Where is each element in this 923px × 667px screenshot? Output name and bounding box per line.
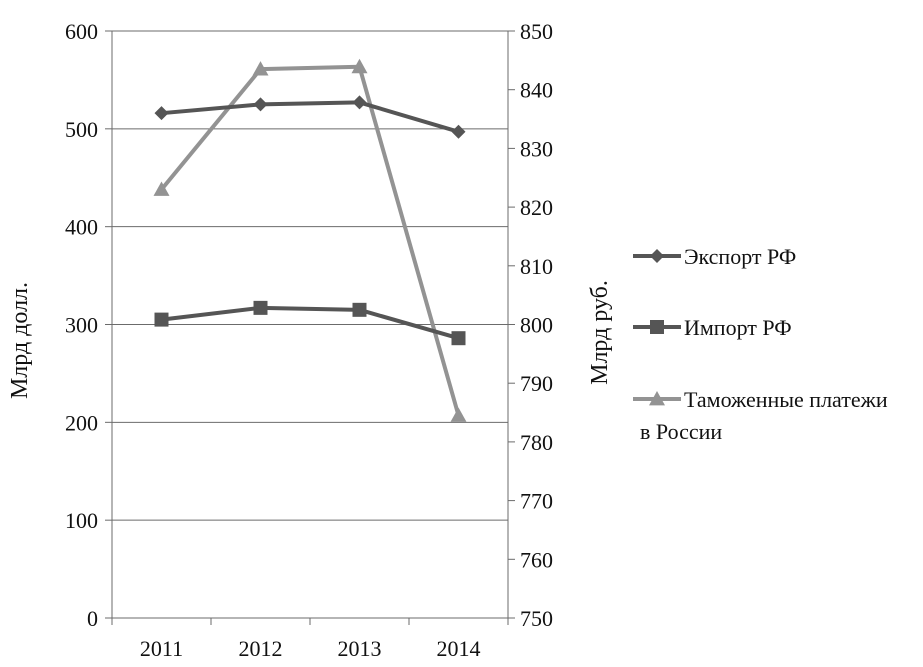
left-tick-label: 500 bbox=[65, 117, 98, 142]
data-point-diamond bbox=[451, 124, 466, 139]
right-tick-label: 780 bbox=[520, 430, 553, 455]
legend-label: Таможенные платежи bbox=[684, 387, 888, 412]
data-point-triangle bbox=[252, 61, 269, 76]
left-tick-label: 200 bbox=[65, 410, 98, 435]
legend-label: в России bbox=[640, 419, 722, 444]
series-line bbox=[161, 305, 460, 341]
right-tick-label: 810 bbox=[520, 254, 553, 279]
data-point-square bbox=[352, 302, 367, 317]
right-tick-label: 770 bbox=[520, 489, 553, 514]
series-diamond bbox=[154, 95, 466, 139]
legend-marker-triangle bbox=[649, 391, 665, 406]
data-point-triangle bbox=[450, 407, 467, 422]
right-axis-title: Млрд руб. bbox=[587, 280, 613, 385]
series-line bbox=[159, 64, 461, 417]
right-tick-label: 760 bbox=[520, 547, 553, 572]
data-point-diamond bbox=[352, 95, 367, 110]
series-lines bbox=[153, 58, 467, 422]
legend-label: Импорт РФ bbox=[684, 315, 792, 340]
left-tick-label: 600 bbox=[65, 19, 98, 44]
left-tick-label: 400 bbox=[65, 215, 98, 240]
right-tick-label: 820 bbox=[520, 195, 553, 220]
legend: Экспорт РФ Импорт РФ Таможенные платежи в Р… bbox=[633, 244, 888, 444]
left-tick-label: 0 bbox=[87, 606, 98, 631]
right-tick-label: 830 bbox=[520, 136, 553, 161]
right-tick-label: 750 bbox=[520, 606, 553, 631]
series-triangle bbox=[153, 58, 467, 422]
series-square bbox=[154, 300, 466, 346]
left-tick-label: 300 bbox=[65, 313, 98, 338]
data-point-square bbox=[451, 331, 466, 346]
tick-labels: 0 100 200 300 400 500 600 750 760 770 780 790 800 810… bbox=[7, 19, 613, 661]
right-tick-label: 790 bbox=[520, 371, 553, 396]
data-point-triangle bbox=[351, 58, 368, 74]
data-point-triangle bbox=[153, 181, 170, 196]
legend-item: Экспорт РФ bbox=[633, 244, 796, 269]
legend-item: Импорт РФ bbox=[633, 315, 792, 340]
right-tick-label: 840 bbox=[520, 78, 553, 103]
x-tick-label: 2013 bbox=[338, 636, 382, 661]
x-tick-label: 2014 bbox=[437, 636, 481, 661]
right-tick-label: 800 bbox=[520, 313, 553, 338]
right-tick-label: 850 bbox=[520, 19, 553, 44]
series-line bbox=[161, 100, 460, 134]
gridlines bbox=[112, 30, 508, 619]
data-point-diamond bbox=[253, 97, 268, 112]
left-axis-title: Млрд долл. bbox=[7, 282, 33, 399]
data-point-square bbox=[253, 300, 268, 315]
data-point-square bbox=[154, 312, 169, 327]
data-point-diamond bbox=[154, 106, 169, 121]
legend-label: Экспорт РФ bbox=[684, 244, 796, 269]
legend-marker-diamond bbox=[650, 249, 664, 263]
axes bbox=[105, 30, 515, 625]
legend-marker-square bbox=[650, 320, 664, 334]
x-tick-label: 2011 bbox=[140, 636, 183, 661]
left-tick-label: 100 bbox=[65, 508, 98, 533]
legend-item: Таможенные платежи в России bbox=[633, 387, 888, 444]
x-tick-label: 2012 bbox=[239, 636, 283, 661]
